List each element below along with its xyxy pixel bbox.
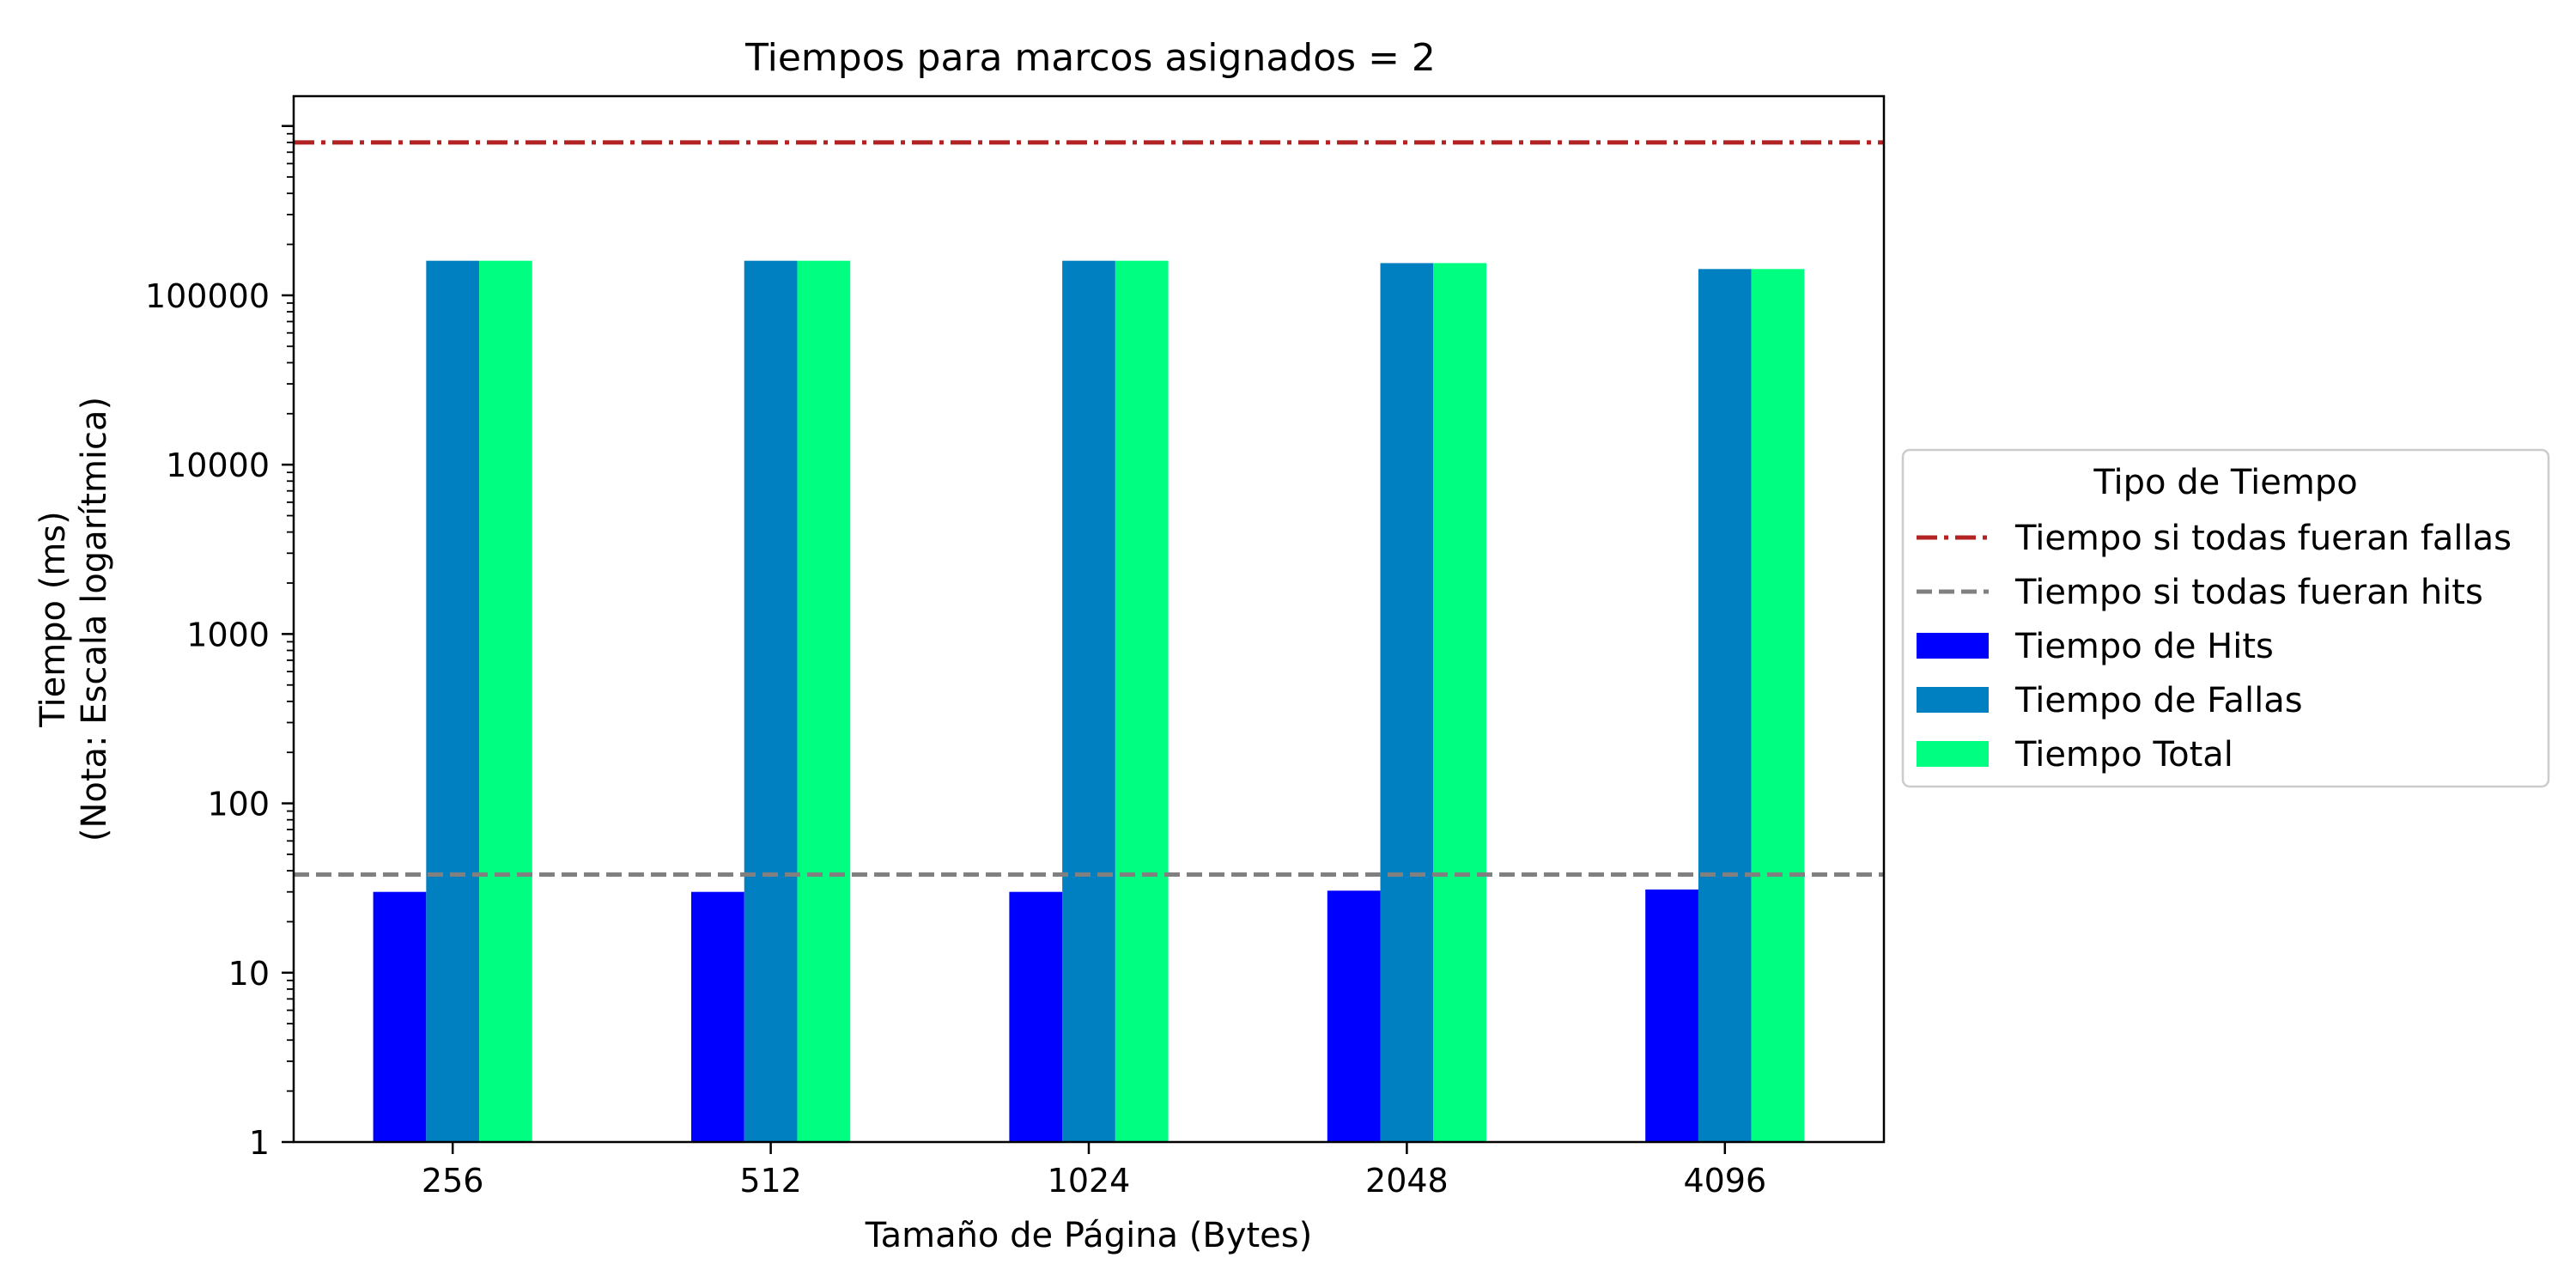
y-axis-label-line1: Tiempo (ms) bbox=[33, 511, 73, 727]
y-tick-label: 1000 bbox=[186, 616, 270, 653]
legend-swatch-box bbox=[1917, 687, 1989, 713]
legend-label: Tiempo de Fallas bbox=[2014, 681, 2303, 720]
bar-tiempo-total-1024 bbox=[1115, 260, 1169, 1142]
x-axis-label: Tamaño de Página (Bytes) bbox=[865, 1216, 1312, 1255]
bar-tiempo-total-2048 bbox=[1433, 263, 1486, 1142]
legend-label: Tiempo si todas fueran fallas bbox=[2014, 519, 2512, 558]
bar-tiempo-total-512 bbox=[797, 260, 851, 1142]
bar-tiempo-de-hits-4096 bbox=[1645, 889, 1698, 1142]
legend-swatch-box bbox=[1917, 633, 1989, 659]
bar-tiempo-de-fallas-512 bbox=[744, 260, 798, 1143]
bar-tiempo-total-4096 bbox=[1751, 269, 1805, 1142]
legend-swatch-box bbox=[1917, 741, 1989, 767]
y-tick-label: 100 bbox=[207, 786, 270, 823]
bar-tiempo-de-hits-512 bbox=[691, 891, 744, 1142]
y-axis-label-line2: (Nota: Escala logarítmica) bbox=[75, 397, 114, 841]
bar-tiempo-de-fallas-4096 bbox=[1698, 269, 1752, 1142]
x-tick-label: 256 bbox=[422, 1162, 484, 1200]
x-tick-label: 1024 bbox=[1048, 1162, 1131, 1200]
legend-label: Tiempo Total bbox=[2014, 735, 2233, 775]
plot-area bbox=[294, 140, 1884, 1143]
x-axis: 256 512 1024 2048 4096 bbox=[422, 1142, 1766, 1200]
legend-label: Tiempo de Hits bbox=[2014, 627, 2274, 666]
y-tick-label: 10 bbox=[228, 955, 270, 993]
x-tick-label: 512 bbox=[739, 1162, 802, 1200]
chart-title: Tiempos para marcos asignados = 2 bbox=[744, 36, 1436, 80]
y-tick-label: 10000 bbox=[166, 447, 270, 484]
legend-box bbox=[1901, 448, 2550, 788]
bar-tiempo-de-fallas-256 bbox=[426, 260, 480, 1143]
legend-title: Tipo de Tiempo bbox=[2093, 463, 2357, 502]
bar-tiempo-total-256 bbox=[479, 260, 532, 1142]
legend: Tipo de Tiempo Tiempo si todas fueran fa… bbox=[1901, 448, 2550, 788]
bar-tiempo-de-fallas-2048 bbox=[1380, 263, 1434, 1142]
x-tick-label: 4096 bbox=[1683, 1162, 1766, 1200]
bar-tiempo-de-hits-1024 bbox=[1009, 891, 1063, 1142]
legend-label: Tiempo si todas fueran hits bbox=[2014, 573, 2483, 612]
y-axis: 1 10 100 1000 10000 100000 bbox=[145, 125, 294, 1162]
x-tick-label: 2048 bbox=[1365, 1162, 1449, 1200]
bar-tiempo-de-hits-2048 bbox=[1327, 890, 1381, 1142]
y-tick-label: 1 bbox=[249, 1124, 270, 1162]
bar-tiempo-de-hits-256 bbox=[373, 891, 427, 1142]
bar-tiempo-de-fallas-1024 bbox=[1062, 260, 1115, 1143]
y-tick-label: 100000 bbox=[145, 277, 270, 315]
